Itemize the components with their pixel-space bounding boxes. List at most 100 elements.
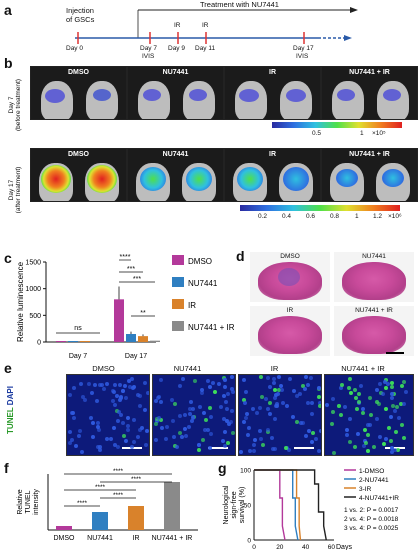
nucleus [191,407,196,412]
tunel-positive-cell [332,450,337,455]
tunel-positive-cell [339,413,344,418]
tunel-image-dmso [66,374,150,456]
tunel-positive-cell [348,376,353,381]
nucleus [112,389,117,394]
tunel-image-nu7441 [152,374,236,456]
tunel-image-combo [324,374,414,456]
legend-label: 2-NU7441 [359,477,389,484]
tunel-positive-cell [363,441,368,446]
y-tick-label: 100 [240,468,251,475]
tunel-positive-cell [389,384,394,389]
tunel-positive-cell [158,417,163,422]
bar-dmso [56,341,66,342]
nucleus [304,433,309,438]
nucleus [117,410,122,415]
tunel-positive-cell [260,395,265,400]
nucleus [305,400,310,405]
y-tick-label: 50 [244,503,252,510]
tunel-positive-cell [261,443,266,448]
cb2-tick-1: 0.4 [282,213,292,220]
nucleus [137,404,142,409]
nucleus [330,397,335,402]
nucleus [78,429,83,434]
nucleus [318,400,321,405]
nucleus [97,444,102,449]
sig-ns: ns [74,325,82,332]
nucleus [98,447,103,452]
tile-label: NU7441 + IR [349,69,390,76]
nucleus [129,444,134,449]
nucleus [138,428,143,433]
tunel-positive-cell [294,420,299,425]
cb1-unit: ×10⁵ [372,130,386,137]
tunel-positive-cell [337,404,342,409]
nucleus [200,390,205,395]
dapi-label: DAPI [6,386,15,406]
nucleus [359,383,364,388]
nucleus [136,392,141,397]
ivis-day17-ir: IR [224,148,321,202]
nucleus [317,386,321,391]
nucleus [208,432,213,437]
sig-stars: **** [131,476,142,483]
ivis-day7-ir: IR [224,66,321,120]
nucleus [132,385,137,390]
nucleus [252,448,257,453]
bar [56,526,72,530]
nucleus [272,416,277,421]
treatment-label: Treatment with NU7441 [200,0,279,9]
nucleus [159,378,164,383]
nucleus [242,378,247,383]
nucleus [177,414,182,419]
nucleus [383,437,388,442]
survival-curve [254,469,299,541]
histo-label: DMSO [280,253,300,260]
cb2-tick-5: 1.2 [373,213,383,220]
nucleus [361,407,366,412]
nucleus [278,383,283,388]
y-tick-label: 500 [29,313,41,320]
nucleus [241,419,246,424]
nucleus [403,389,408,394]
nucleus [392,447,397,452]
nucleus [264,397,269,402]
tunel-positive-cell [310,430,315,435]
nucleus [318,428,321,433]
tile-label: NU7441 [162,151,189,158]
nucleus [187,406,192,411]
nucleus [197,443,202,447]
nucleus [113,442,118,447]
y-axis-label: Relative luminescence [16,261,25,342]
nucleus [344,432,349,437]
day17-ivis: IVIS [296,53,309,60]
legend-label: NU7441 [188,279,218,288]
nucleus [93,383,98,388]
tunel-positive-cell [347,439,352,444]
nucleus [72,416,77,421]
nucleus [143,442,148,447]
ivis-day17-nu7441: NU7441 [127,148,224,202]
nucleus [131,418,136,423]
nucleus [268,412,273,417]
nucleus [251,442,256,447]
nucleus [275,391,280,396]
survival-curve [254,469,327,541]
y-axis-label: survival (%) [239,487,246,524]
tunel-positive-cell [395,404,400,409]
tunel-positive-cell [316,395,321,400]
tile-label: NU7441 + IR [349,151,390,158]
tunel-positive-cell [317,403,321,408]
category-label: IR [133,535,140,542]
ivis-day7-nu7441: NU7441 [127,66,224,120]
legend-label: 1-DMSO [359,468,384,475]
x-axis-label: Days [336,544,352,550]
tunel-side-label: TUNEL DAPI [6,380,15,440]
nucleus [252,437,257,442]
y-tick-label: 1500 [25,260,41,267]
nucleus [72,386,77,391]
tunel-positive-cell [301,384,306,389]
nucleus [183,412,188,417]
category-label: NU7441 + IR [152,535,193,542]
nucleus [303,387,308,392]
